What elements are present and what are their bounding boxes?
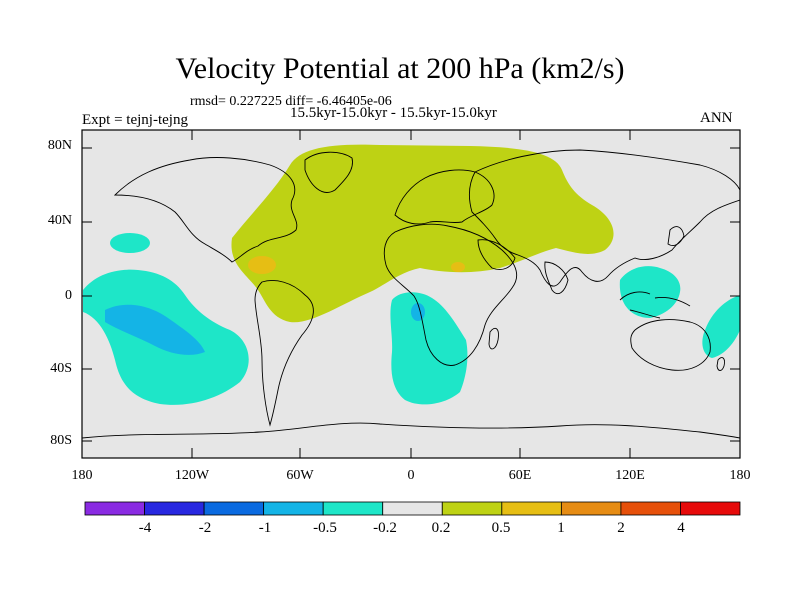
north-america-coast <box>113 157 298 263</box>
expt-line: Expt = tejnj-tejng <box>82 112 188 128</box>
colorbar-label: 0.5 <box>491 520 511 536</box>
stats-line: rmsd= 0.227225 diff= -6.46405e-06 <box>190 94 392 109</box>
colorbar-box <box>501 501 562 516</box>
y-tick-label: 40N <box>47 213 72 228</box>
x-tick-label: 120W <box>174 468 210 483</box>
colorbar-box <box>560 501 622 516</box>
colorbar-label: 2 <box>617 520 625 536</box>
x-tick-label: 180 <box>729 468 751 483</box>
colorbar-label: -4 <box>138 520 152 536</box>
y-tick-label: 80S <box>50 433 72 448</box>
antarctica-coast <box>82 422 740 439</box>
x-tick-label: 60W <box>286 468 314 483</box>
maritime-continent-coast <box>619 291 691 319</box>
colorbar-box <box>441 501 503 516</box>
y-tick-label: 80N <box>47 138 72 153</box>
arabia-coast <box>477 239 516 270</box>
colorbar-box <box>620 501 681 516</box>
negative-anomaly-region <box>619 266 681 318</box>
negative-anomaly-region <box>110 233 150 253</box>
colorbar-box <box>144 501 205 516</box>
colorbar-label: -1 <box>258 520 272 536</box>
colorbar <box>84 501 741 516</box>
colorbar-label: -0.2 <box>373 520 397 536</box>
india-coast <box>544 261 569 294</box>
contour-fills <box>82 144 740 439</box>
negative-anomaly-core <box>411 303 425 321</box>
australia-coast <box>630 319 711 371</box>
y-tick-label: 40S <box>50 361 72 376</box>
colorbar-box <box>203 501 265 516</box>
positive-anomaly-region <box>231 144 614 323</box>
south-america-coast <box>254 280 314 427</box>
japan-coast <box>667 226 685 247</box>
colorbar-box <box>84 501 145 516</box>
coastlines <box>82 149 740 439</box>
colorbar-label: 0.2 <box>431 520 451 536</box>
colorbar-box <box>263 501 324 516</box>
case-line: 15.5kyr-15.0kyr - 15.5kyr-15.0kyr <box>290 105 497 121</box>
colorbar-label: -0.5 <box>313 520 337 536</box>
colorbar-box <box>382 501 443 516</box>
positive-anomaly-spot <box>248 256 276 274</box>
negative-anomaly-region <box>702 295 740 358</box>
colorbar-box <box>680 501 741 516</box>
positive-anomaly-spot <box>451 262 465 272</box>
europe-coast <box>394 169 495 225</box>
negative-anomaly-core <box>105 304 205 355</box>
colorbar-label: 1 <box>557 520 565 536</box>
greenland-coast <box>304 151 353 193</box>
colorbar-label: -2 <box>198 520 212 536</box>
x-tick-label: 120E <box>615 468 645 483</box>
new-zealand-coast <box>716 357 725 371</box>
x-tick-label: 180 <box>71 468 93 483</box>
x-tick-label: 0 <box>407 468 415 483</box>
africa-coast <box>383 223 518 366</box>
x-tick-label: 60E <box>508 468 532 483</box>
y-tick-label: 0 <box>65 288 72 303</box>
season-label: ANN <box>700 110 733 126</box>
madagascar-coast <box>488 327 499 350</box>
colorbar-label: 4 <box>677 520 685 536</box>
plot-title: Velocity Potential at 200 hPa (km2/s) <box>175 52 625 85</box>
axis-ticks <box>82 130 740 458</box>
colorbar-box <box>322 501 384 516</box>
